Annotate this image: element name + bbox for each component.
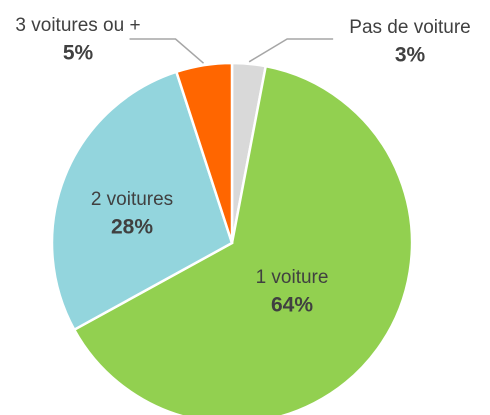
value-label: 28%	[111, 216, 153, 239]
value-label: 64%	[271, 294, 313, 317]
pie-slice	[72, 64, 414, 415]
pie-slice	[50, 70, 234, 332]
pie-slice	[174, 61, 234, 244]
category-label: 2 voitures	[91, 189, 173, 210]
leader-line	[129, 38, 205, 64]
category-label: Pas de voiture	[349, 17, 470, 38]
leader-line	[248, 38, 334, 63]
category-label: 3 voitures ou +	[15, 15, 140, 36]
value-label: 3%	[395, 44, 426, 67]
value-label: 5%	[63, 42, 94, 65]
category-label: 1 voiture	[256, 267, 329, 288]
